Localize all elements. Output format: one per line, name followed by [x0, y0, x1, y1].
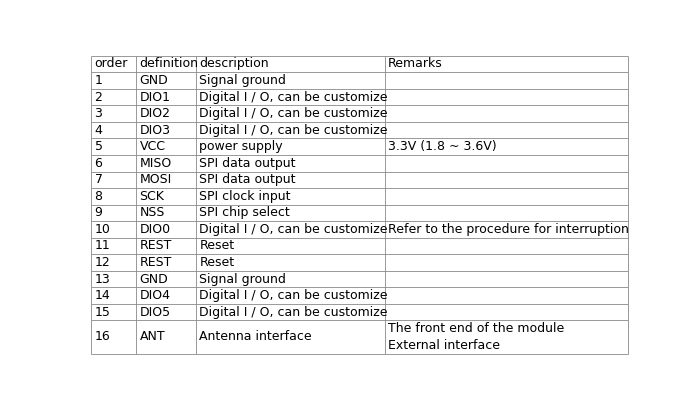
Text: SPI chip select: SPI chip select [199, 206, 290, 219]
Text: 12: 12 [94, 256, 111, 269]
Text: Digital I / O, can be customize: Digital I / O, can be customize [199, 90, 388, 104]
Text: 8: 8 [94, 190, 103, 203]
Text: order: order [94, 58, 128, 70]
Text: External interface: External interface [388, 339, 500, 352]
Text: MOSI: MOSI [139, 173, 172, 186]
Text: Reset: Reset [199, 256, 234, 269]
Text: Signal ground: Signal ground [199, 272, 286, 286]
Text: 6: 6 [94, 157, 102, 170]
Text: 14: 14 [94, 289, 111, 302]
Text: VCC: VCC [139, 140, 166, 153]
Text: DIO1: DIO1 [139, 90, 171, 104]
Text: 4: 4 [94, 124, 102, 137]
Text: description: description [199, 58, 269, 70]
Text: 5: 5 [94, 140, 103, 153]
Text: Antenna interface: Antenna interface [199, 330, 312, 344]
Text: DIO5: DIO5 [139, 306, 171, 319]
Text: 16: 16 [94, 330, 111, 344]
Text: SCK: SCK [139, 190, 164, 203]
Text: Digital I / O, can be customize: Digital I / O, can be customize [199, 124, 388, 137]
Text: definition: definition [139, 58, 199, 70]
Text: 15: 15 [94, 306, 111, 319]
Text: 7: 7 [94, 173, 103, 186]
Text: 9: 9 [94, 206, 102, 219]
Text: 1: 1 [94, 74, 102, 87]
Text: power supply: power supply [199, 140, 283, 153]
Text: Remarks: Remarks [388, 58, 443, 70]
Text: 13: 13 [94, 272, 111, 286]
Text: Digital I / O, can be customize: Digital I / O, can be customize [199, 306, 388, 319]
Text: GND: GND [139, 272, 168, 286]
Text: DIO4: DIO4 [139, 289, 171, 302]
Text: DIO0: DIO0 [139, 223, 171, 236]
Text: 3: 3 [94, 107, 102, 120]
Text: DIO2: DIO2 [139, 107, 171, 120]
Text: SPI data output: SPI data output [199, 173, 296, 186]
Text: 3.3V (1.8 ~ 3.6V): 3.3V (1.8 ~ 3.6V) [388, 140, 497, 153]
Text: Signal ground: Signal ground [199, 74, 286, 87]
Text: NSS: NSS [139, 206, 165, 219]
Text: REST: REST [139, 256, 172, 269]
Text: MISO: MISO [139, 157, 172, 170]
Text: SPI data output: SPI data output [199, 157, 296, 170]
Text: 11: 11 [94, 240, 111, 252]
Text: Digital I / O, can be customize: Digital I / O, can be customize [199, 289, 388, 302]
Text: GND: GND [139, 74, 168, 87]
Text: 2: 2 [94, 90, 102, 104]
Text: Reset: Reset [199, 240, 234, 252]
Text: DIO3: DIO3 [139, 124, 171, 137]
Text: SPI clock input: SPI clock input [199, 190, 290, 203]
Text: Digital I / O, can be customize: Digital I / O, can be customize [199, 223, 388, 236]
Text: Digital I / O, can be customize: Digital I / O, can be customize [199, 107, 388, 120]
Text: REST: REST [139, 240, 172, 252]
Text: 10: 10 [94, 223, 111, 236]
Text: The front end of the module: The front end of the module [388, 322, 564, 335]
Text: ANT: ANT [139, 330, 165, 344]
Text: Refer to the procedure for interruption: Refer to the procedure for interruption [388, 223, 629, 236]
